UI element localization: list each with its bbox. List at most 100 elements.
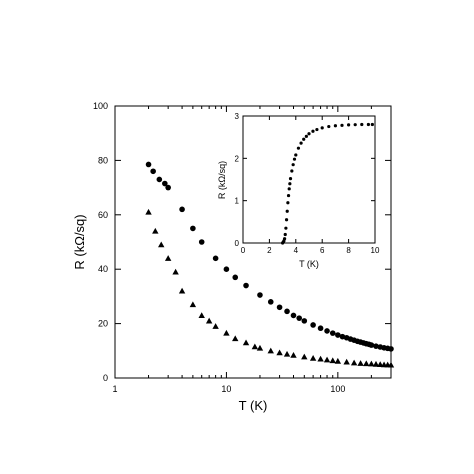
inset-point	[340, 123, 344, 127]
main-circle-point	[232, 274, 239, 281]
main-y-tick-label: 100	[93, 101, 108, 111]
main-triangle-point	[178, 287, 186, 294]
main-circle-point	[310, 322, 316, 328]
main-marks-group	[145, 161, 395, 368]
main-triangle-point	[387, 361, 395, 368]
main-circle-point	[243, 282, 249, 289]
inset-point	[284, 226, 288, 230]
inset-marks-group	[281, 122, 374, 245]
main-triangle-point	[189, 301, 197, 308]
main-triangle-point	[242, 339, 250, 346]
main-circle-point	[162, 180, 168, 187]
main-triangle-point	[317, 355, 324, 362]
main-triangle-point	[172, 268, 179, 275]
main-circle-point	[165, 184, 171, 191]
main-triangle-point	[251, 343, 259, 350]
main-triangle-point	[267, 347, 274, 354]
inset-x-tick-label: 10	[371, 246, 380, 255]
main-triangle-point	[368, 360, 375, 367]
inset-point	[315, 127, 319, 132]
main-circle-point	[324, 328, 330, 334]
main-triangle-point	[198, 312, 205, 318]
inset-y-tick-label: 3	[235, 112, 240, 121]
main-triangle-point	[223, 329, 230, 336]
main-triangle-point	[232, 335, 239, 342]
main-triangle-point	[323, 356, 331, 363]
main-y-tick-label: 40	[98, 264, 108, 274]
main-circle-point	[290, 312, 297, 319]
inset-point	[292, 157, 297, 161]
main-triangle-point	[256, 344, 264, 351]
inset-x-axis-title: T (K)	[299, 259, 319, 269]
inset-x-tick-label: 8	[346, 246, 351, 255]
main-triangle-point	[363, 360, 370, 367]
inset-x-tick-label: 0	[241, 246, 246, 255]
inset-point	[286, 201, 290, 205]
inset-point	[366, 122, 370, 127]
inset-plot-frame	[242, 115, 376, 244]
inset-point	[333, 124, 337, 128]
inset-point	[296, 146, 301, 150]
inset-point	[286, 193, 291, 198]
main-y-tick-label: 0	[103, 373, 108, 383]
main-triangle-point	[329, 357, 336, 364]
inset-point	[285, 209, 289, 213]
inset-point	[353, 123, 357, 127]
main-triangle-point	[158, 241, 165, 248]
main-triangle-point	[212, 323, 219, 329]
main-circle-point	[284, 308, 290, 315]
main-circle-point	[190, 225, 196, 232]
main-triangle-point	[164, 255, 172, 261]
main-circle-point	[198, 239, 205, 245]
main-triangle-point	[205, 317, 213, 324]
inset-point	[282, 237, 287, 241]
main-circle-point	[267, 299, 274, 305]
inset-point	[304, 134, 308, 138]
inset-point	[327, 124, 331, 129]
main-triangle-point	[276, 349, 283, 356]
inset-point	[302, 137, 306, 141]
inset-point	[291, 163, 295, 167]
main-circle-point	[150, 168, 156, 175]
inset-point	[320, 126, 324, 130]
inset-point	[360, 122, 364, 127]
main-triangle-point	[301, 353, 308, 360]
main-circle-point	[373, 343, 379, 349]
main-circle-point	[368, 342, 375, 348]
main-circle-point	[296, 315, 303, 321]
inset-point	[299, 141, 303, 145]
inset-x-tick-label: 2	[267, 246, 272, 255]
inset-chart: 0 2 4 6 8 10 0 1 2 3 T (K) R (kΩ/sq)	[217, 112, 380, 269]
main-triangle-point	[152, 227, 159, 234]
main-triangle-point	[343, 358, 350, 365]
main-circle-point	[156, 176, 163, 183]
inset-x-tick-label: 4	[294, 246, 299, 255]
main-triangle-point	[290, 351, 297, 358]
inset-point	[307, 132, 311, 136]
inset-point	[287, 187, 291, 191]
inset-y-tick-label: 1	[235, 197, 240, 206]
main-circle-point	[212, 255, 219, 262]
main-x-tick-label: 100	[330, 384, 345, 394]
main-x-tick-label: 1	[112, 384, 117, 394]
inset-point	[290, 169, 294, 173]
main-triangle-point	[357, 360, 364, 366]
main-circle-point	[179, 206, 185, 213]
main-circle-point	[317, 325, 324, 332]
main-triangle-point	[350, 359, 358, 366]
main-circle-point	[145, 161, 152, 168]
main-triangle-point	[283, 350, 291, 357]
main-circle-point	[335, 332, 341, 338]
inset-y-axis-title: R (kΩ/sq)	[217, 161, 227, 199]
inset-x-tick-label: 6	[320, 246, 325, 255]
main-triangle-point	[309, 354, 317, 361]
main-circle-point	[223, 266, 230, 273]
main-triangle-point	[372, 360, 380, 367]
main-plot-frame	[114, 105, 392, 379]
main-x-tick-label: 10	[221, 384, 231, 394]
inset-point	[284, 218, 289, 222]
inset-point	[370, 122, 374, 127]
inset-point	[294, 153, 298, 157]
inset-point	[347, 123, 351, 127]
